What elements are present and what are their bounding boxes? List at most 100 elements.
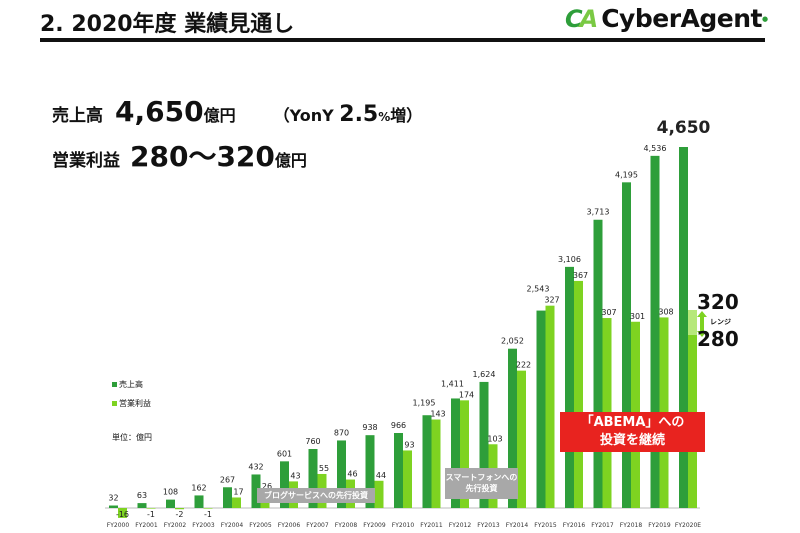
logo-mark: CA — [565, 4, 598, 33]
op-label: 46 — [347, 470, 357, 479]
sales-bar — [280, 461, 289, 508]
sales-label: 1,411 — [441, 379, 464, 388]
logo-dot: ● — [761, 14, 769, 23]
sales-bar — [536, 310, 546, 508]
range-label: レンジ — [710, 318, 731, 326]
sales-label: 601 — [277, 449, 292, 458]
legend-sales: 売上高 — [112, 379, 143, 390]
op-label: -2 — [176, 510, 184, 519]
x-tick-label: FY2012 — [449, 522, 472, 529]
op-bar — [431, 419, 441, 508]
sales-headline: 売上高 4,650億円 （YonY 2.5%増） — [52, 95, 422, 128]
smartphone-investment-note: スマートフォンへの 先行投資 — [445, 468, 518, 499]
op-label: 143 — [430, 410, 445, 419]
op-label: -16 — [116, 510, 129, 519]
sales-label: 4,195 — [615, 170, 638, 179]
x-tick-label: FY2010 — [392, 522, 415, 529]
note-line: スマートフォンへの — [445, 473, 518, 482]
logo-text: CyberAgent — [601, 4, 762, 33]
op-headline: 営業利益 280〜320億円 — [52, 135, 307, 175]
yoy-value: 2.5 — [339, 102, 379, 127]
x-tick-label: FY2011 — [420, 522, 443, 529]
op-label: 308 — [658, 307, 673, 316]
sales-bar — [337, 440, 346, 508]
x-tick-label: FY2002 — [164, 522, 187, 529]
x-tick-label: FY2014 — [506, 522, 529, 529]
sales-label: 1,624 — [473, 370, 496, 379]
sales-bar — [166, 499, 175, 508]
range-low: 280 — [697, 327, 739, 351]
sales-bar — [622, 182, 631, 508]
abema-investment-note: 「ABEMA」への 投資を継続 — [560, 412, 705, 452]
sales-label: 966 — [391, 421, 406, 430]
sales-bar — [679, 147, 688, 508]
op-bar — [460, 400, 469, 508]
op-label: 17 — [233, 487, 243, 496]
x-tick-label: FY2000 — [107, 522, 130, 529]
op-unit: 億円 — [274, 151, 307, 170]
sales-bar — [137, 503, 147, 508]
sales-label: 938 — [362, 423, 377, 432]
op-label: 55 — [319, 464, 329, 473]
range-high: 320 — [697, 290, 739, 314]
x-tick-label: FY2004 — [221, 522, 244, 529]
op-label: 367 — [573, 271, 588, 280]
sales-label: 2,052 — [501, 337, 524, 346]
sales-value: 4,650 — [115, 95, 204, 128]
op-bar — [232, 497, 241, 508]
note-line: 投資を継続 — [599, 433, 665, 448]
op-label: 44 — [376, 471, 386, 480]
sales-bar — [109, 505, 118, 508]
sales-bar — [451, 398, 460, 508]
unit-label: 単位：億円 — [112, 433, 152, 442]
sales-bar — [251, 474, 261, 508]
sales-unit: 億円 — [203, 106, 236, 125]
title-underline — [40, 38, 765, 42]
sales-label: 3,106 — [558, 255, 581, 264]
x-tick-label: FY2007 — [306, 522, 329, 529]
sales-label: 162 — [191, 483, 206, 492]
sales-bar — [365, 435, 375, 508]
yoy-suffix: % — [378, 110, 391, 124]
sales-bar — [308, 448, 318, 508]
op-label: 327 — [544, 296, 559, 305]
op-label: -1 — [147, 510, 155, 519]
sales-bar — [593, 219, 603, 508]
op-label: 174 — [459, 390, 474, 399]
sales-label: 760 — [305, 437, 320, 446]
sales-label: 1,195 — [413, 399, 436, 408]
x-tick-label: FY2001 — [135, 522, 158, 529]
sales-label: 32 — [108, 494, 118, 503]
op-label: 26 — [262, 482, 272, 491]
x-tick-label: FY2003 — [192, 522, 215, 529]
sales-label: 267 — [220, 475, 235, 484]
op-label: 93 — [404, 440, 414, 449]
op-bar — [403, 450, 412, 508]
sales-label: 売上高 — [52, 106, 103, 126]
sales-label: 432 — [248, 462, 263, 471]
sales-label: 4,650 — [657, 118, 711, 138]
op-bar — [118, 508, 127, 518]
op-label: 307 — [601, 308, 616, 317]
sales-label: 108 — [163, 488, 178, 497]
op-bar — [146, 508, 156, 509]
x-tick-label: FY2005 — [249, 522, 272, 529]
blog-investment-note: ブログサービスへの先行投資 — [257, 488, 375, 503]
sales-bar — [394, 433, 403, 508]
op-label: -1 — [204, 510, 212, 519]
x-tick-label: FY2016 — [563, 522, 586, 529]
sales-label: 4,536 — [644, 144, 667, 153]
sales-label: 2,543 — [527, 285, 550, 294]
op-label: 301 — [630, 312, 645, 321]
yoy-word: 増） — [390, 106, 423, 125]
note-line: 先行投資 — [465, 484, 498, 493]
sales-bar — [194, 495, 204, 508]
range-arrow-icon — [697, 311, 707, 337]
op-label: 103 — [487, 434, 502, 443]
sales-bar — [479, 381, 489, 508]
cyberagent-logo: CA CyberAgent ● — [565, 4, 768, 33]
sales-bar — [223, 487, 232, 508]
sales-label: 870 — [334, 428, 349, 437]
